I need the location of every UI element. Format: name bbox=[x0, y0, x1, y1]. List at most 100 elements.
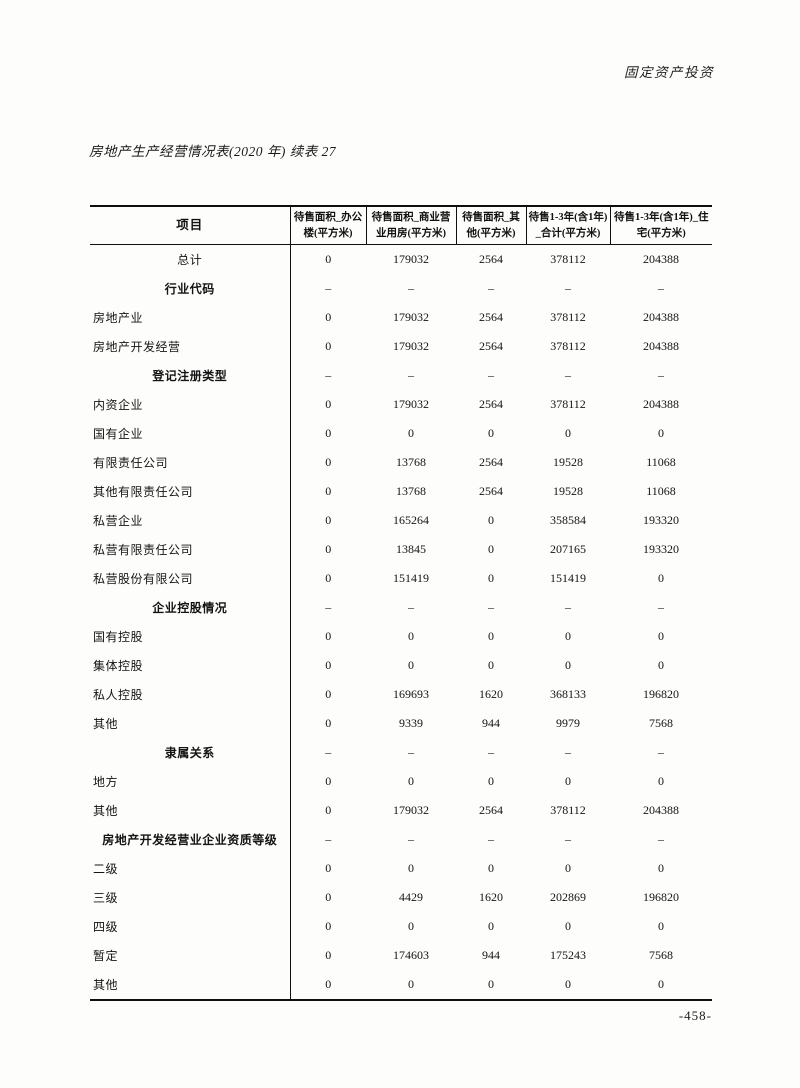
value-cell: 179032 bbox=[393, 397, 429, 411]
value-cell: 193320 bbox=[643, 542, 679, 556]
value-cell: 13768 bbox=[396, 484, 426, 498]
value-cell: 0 bbox=[289, 767, 366, 796]
column-header: 待售面积_办公楼(平方米) bbox=[289, 205, 366, 245]
value-cell: – bbox=[488, 600, 494, 614]
value-cell: 944 bbox=[482, 948, 500, 962]
value-cell: 0 bbox=[289, 332, 366, 361]
value-cell: – bbox=[658, 281, 664, 295]
value-cell: 0 bbox=[408, 426, 414, 440]
row-label: 私人控股 bbox=[93, 688, 144, 702]
value-cell: 179032 bbox=[393, 803, 429, 817]
table-row: 其他 0 179032 2564 378112 204388 bbox=[90, 796, 712, 825]
value-cell: 0 bbox=[289, 912, 366, 941]
value-cell: 0 bbox=[456, 970, 526, 1001]
value-cell: 0 bbox=[408, 629, 414, 643]
value-cell: 7568 bbox=[649, 716, 673, 730]
table-row: 三级 0 4429 1620 202869 196820 bbox=[90, 883, 712, 912]
value-cell: 151419 bbox=[550, 571, 586, 585]
value-cell: – bbox=[658, 745, 664, 759]
value-cell: 0 bbox=[658, 774, 664, 788]
table-row: 企业控股情况 – – – – – bbox=[90, 593, 712, 622]
row-label: 其他 bbox=[93, 804, 119, 818]
value-cell: 4429 bbox=[399, 890, 423, 904]
value-cell: 9339 bbox=[399, 716, 423, 730]
row-label: 房地产开发经营业企业资质等级 bbox=[102, 833, 278, 847]
value-cell: 204388 bbox=[643, 397, 679, 411]
value-cell: 368133 bbox=[550, 687, 586, 701]
value-cell: 2564 bbox=[479, 397, 503, 411]
table-row: 其他 0 9339 944 9979 7568 bbox=[90, 709, 712, 738]
value-cell: 9979 bbox=[556, 716, 580, 730]
value-cell: 174603 bbox=[393, 948, 429, 962]
value-cell: 0 bbox=[289, 448, 366, 477]
row-label: 内资企业 bbox=[93, 398, 144, 412]
value-cell: – bbox=[289, 593, 366, 622]
value-cell: 0 bbox=[658, 426, 664, 440]
table-row: 私人控股 0 169693 1620 368133 196820 bbox=[90, 680, 712, 709]
row-label: 暂定 bbox=[93, 949, 119, 963]
value-cell: 0 bbox=[488, 774, 494, 788]
table-header-row: 项目 待售面积_办公楼(平方米) 待售面积_商业营业用房(平方米) 待售面积_其他(平… bbox=[90, 205, 712, 245]
value-cell: 207165 bbox=[550, 542, 586, 556]
value-cell: 0 bbox=[289, 970, 366, 1001]
value-cell: 0 bbox=[658, 658, 664, 672]
value-cell: 13768 bbox=[396, 455, 426, 469]
value-cell: 0 bbox=[488, 658, 494, 672]
value-cell: 358584 bbox=[550, 513, 586, 527]
value-cell: 179032 bbox=[393, 252, 429, 266]
table-row: 私营企业 0 165264 0 358584 193320 bbox=[90, 506, 712, 535]
value-cell: – bbox=[565, 368, 571, 382]
value-cell: 2564 bbox=[479, 484, 503, 498]
row-label: 三级 bbox=[93, 891, 119, 905]
value-cell: 0 bbox=[289, 303, 366, 332]
value-cell: 175243 bbox=[550, 948, 586, 962]
value-cell: 0 bbox=[488, 861, 494, 875]
value-cell: 1620 bbox=[479, 687, 503, 701]
column-header: 待售1-3年(含1年)_住宅(平方米) bbox=[609, 205, 712, 245]
value-cell: 0 bbox=[289, 651, 366, 680]
row-label: 企业控股情况 bbox=[152, 601, 228, 615]
table-row: 内资企业 0 179032 2564 378112 204388 bbox=[90, 390, 712, 419]
value-cell: – bbox=[289, 738, 366, 767]
page-title: 房地产生产经营情况表(2020 年) 续表 27 bbox=[89, 144, 337, 159]
table-row: 集体控股 0 0 0 0 0 bbox=[90, 651, 712, 680]
value-cell: – bbox=[565, 281, 571, 295]
value-cell: 0 bbox=[610, 970, 712, 1001]
table-row: 登记注册类型 – – – – – bbox=[90, 361, 712, 390]
row-label: 房地产业 bbox=[93, 311, 144, 325]
value-cell: – bbox=[408, 832, 414, 846]
value-cell: 0 bbox=[366, 970, 456, 1001]
value-cell: 196820 bbox=[643, 890, 679, 904]
table-row: 其他 0 0 0 0 0 bbox=[90, 970, 712, 1001]
value-cell: 0 bbox=[408, 861, 414, 875]
value-cell: 0 bbox=[408, 658, 414, 672]
table-row: 房地产开发经营 0 179032 2564 378112 204388 bbox=[90, 332, 712, 361]
row-label: 私营企业 bbox=[93, 514, 144, 528]
value-cell: 2564 bbox=[479, 310, 503, 324]
value-cell: – bbox=[289, 825, 366, 854]
value-cell: – bbox=[565, 600, 571, 614]
value-cell: 0 bbox=[658, 629, 664, 643]
value-cell: 2564 bbox=[479, 252, 503, 266]
value-cell: 2564 bbox=[479, 803, 503, 817]
value-cell: 0 bbox=[289, 477, 366, 506]
table-row: 房地产业 0 179032 2564 378112 204388 bbox=[90, 303, 712, 332]
value-cell: 0 bbox=[408, 919, 414, 933]
value-cell: 19528 bbox=[553, 484, 583, 498]
value-cell: 0 bbox=[658, 919, 664, 933]
column-header-item: 项目 bbox=[90, 205, 290, 245]
value-cell: 202869 bbox=[550, 890, 586, 904]
value-cell: 0 bbox=[289, 564, 366, 593]
row-label: 有限责任公司 bbox=[93, 456, 169, 470]
value-cell: 204388 bbox=[643, 803, 679, 817]
value-cell: – bbox=[565, 832, 571, 846]
value-cell: 0 bbox=[565, 658, 571, 672]
value-cell: 0 bbox=[565, 629, 571, 643]
value-cell: 944 bbox=[482, 716, 500, 730]
value-cell: – bbox=[408, 600, 414, 614]
value-cell: 151419 bbox=[393, 571, 429, 585]
value-cell: 0 bbox=[488, 426, 494, 440]
value-cell: – bbox=[658, 832, 664, 846]
value-cell: 378112 bbox=[550, 397, 586, 411]
